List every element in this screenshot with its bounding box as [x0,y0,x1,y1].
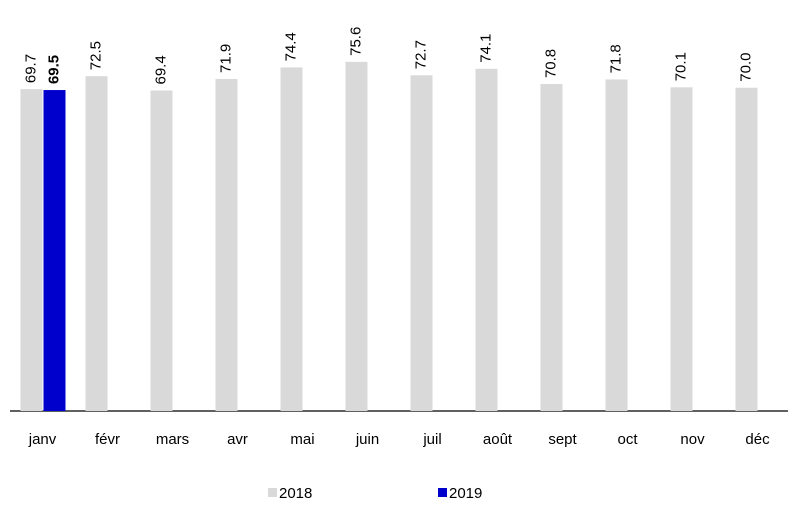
value-label: 69.7 [22,54,39,83]
bar [670,87,693,411]
bar [735,87,758,411]
x-tick-label: août [483,431,513,448]
x-tick-label: déc [745,431,770,448]
legend-swatch [268,488,277,497]
value-label: 70.1 [672,52,689,81]
bar [540,84,563,412]
x-tick-label: mai [290,431,314,448]
x-tick-label: sept [548,431,577,448]
x-tick-label: févr [95,431,120,448]
legend-swatch [438,488,447,497]
bar [20,89,43,412]
x-tick-label: juil [422,431,441,448]
bar [85,76,108,412]
x-tick-label: janv [28,431,57,448]
value-label: 72.7 [412,40,429,69]
bar [345,61,368,412]
bar [215,78,238,412]
value-label: 74.4 [282,32,299,61]
value-label: 74.1 [477,34,494,63]
value-label: 70.8 [542,49,559,78]
value-label: 70.0 [737,53,754,82]
value-label: 71.9 [217,44,234,73]
value-label: 75.6 [347,27,364,56]
bar [410,75,433,411]
value-label: 69.4 [152,55,169,84]
x-tick-label: mars [156,431,189,448]
bar [475,68,498,411]
bar [605,79,628,412]
bar [280,67,303,411]
value-label: 72.5 [87,41,104,70]
value-label: 69.5 [45,55,62,84]
legend-label: 2019 [449,485,482,502]
legend-label: 2018 [279,485,312,502]
x-tick-label: avr [227,431,248,448]
bar [150,90,173,411]
x-tick-label: juin [355,431,379,448]
x-tick-label: oct [617,431,638,448]
x-tick-label: nov [680,431,705,448]
value-label: 71.8 [607,44,624,73]
bar [43,90,66,411]
